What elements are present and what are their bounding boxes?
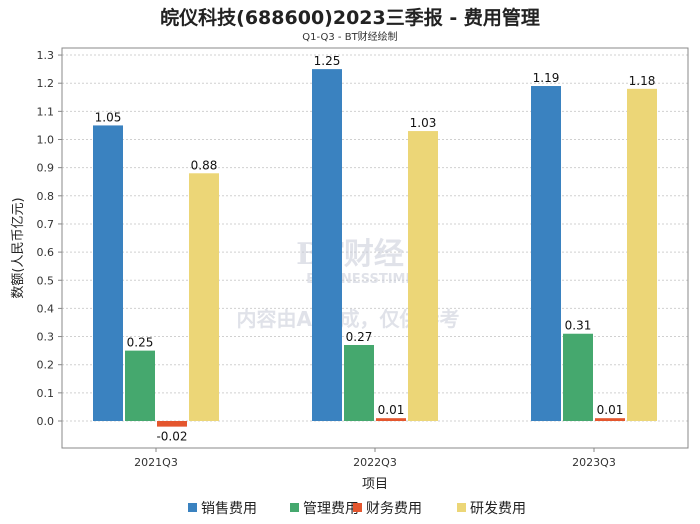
- data-label: 0.88: [191, 158, 218, 172]
- y-tick-label: 0.1: [37, 387, 55, 400]
- data-label: 0.31: [565, 319, 592, 333]
- legend-item-管理费用: 管理费用: [290, 501, 359, 517]
- bar-2021Q3-销售费用: [93, 125, 123, 422]
- data-label: 1.19: [533, 71, 560, 85]
- y-tick-label: 0.9: [37, 162, 55, 175]
- y-tick-label: 0.8: [37, 190, 55, 203]
- legend-swatch: [457, 503, 466, 512]
- data-label: 0.01: [378, 403, 405, 417]
- legend-swatch: [290, 503, 299, 512]
- bar-2023Q3-财务费用: [595, 418, 625, 421]
- x-tick-label: 2021Q3: [134, 456, 178, 469]
- bar-2022Q3-财务费用: [376, 418, 406, 421]
- bar-2023Q3-研发费用: [627, 88, 657, 421]
- legend-item-财务费用: 财务费用: [353, 501, 422, 517]
- legend-item-研发费用: 研发费用: [457, 501, 526, 517]
- legend-label: 研发费用: [470, 501, 526, 517]
- bar-2022Q3-管理费用: [344, 344, 374, 421]
- y-tick-label: 1.0: [37, 134, 55, 147]
- data-label: 0.25: [127, 336, 154, 350]
- data-label: 1.03: [410, 116, 437, 130]
- y-tick-label: 0.4: [37, 302, 55, 315]
- data-label: 0.01: [597, 403, 624, 417]
- y-axis-label: 数额(人民币亿元): [11, 197, 26, 298]
- data-label: 1.18: [629, 74, 656, 88]
- legend-swatch: [188, 503, 197, 512]
- legend-label: 销售费用: [201, 501, 257, 517]
- chart-subtitle: Q1-Q3 - BT财经绘制: [302, 30, 397, 43]
- y-tick-label: 0.3: [37, 331, 55, 344]
- data-label: 0.27: [346, 330, 373, 344]
- legend-label: 财务费用: [366, 501, 422, 517]
- y-tick-label: 0.2: [37, 359, 55, 372]
- legend-swatch: [353, 503, 362, 512]
- y-tick-label: 0.0: [37, 415, 55, 428]
- bar-2023Q3-销售费用: [531, 86, 561, 421]
- y-tick-label: 0.7: [37, 218, 55, 231]
- data-label: -0.02: [156, 430, 187, 444]
- y-tick-label: 1.2: [37, 77, 55, 90]
- chart-title: 皖仪科技(688600)2023三季报 - 费用管理: [160, 6, 540, 29]
- bar-2021Q3-管理费用: [125, 350, 155, 421]
- bar-2021Q3-研发费用: [189, 173, 219, 421]
- legend-item-销售费用: 销售费用: [188, 501, 257, 517]
- bar-2021Q3-财务费用: [157, 421, 187, 427]
- bar-2022Q3-研发费用: [408, 131, 438, 421]
- x-axis-label: 项目: [362, 477, 388, 492]
- data-label: 1.25: [314, 54, 341, 68]
- y-tick-label: 1.3: [37, 49, 55, 62]
- legend-label: 管理费用: [303, 501, 359, 517]
- data-label: 1.05: [95, 110, 122, 124]
- x-tick-label: 2023Q3: [572, 456, 616, 469]
- bar-2023Q3-管理费用: [563, 333, 593, 421]
- x-tick-label: 2022Q3: [353, 456, 397, 469]
- y-tick-label: 1.1: [37, 105, 55, 118]
- bar-2022Q3-销售费用: [312, 69, 342, 421]
- y-tick-label: 0.6: [37, 246, 55, 259]
- legend: 销售费用 管理费用 财务费用 研发费用: [188, 501, 526, 517]
- y-tick-label: 0.5: [37, 274, 55, 287]
